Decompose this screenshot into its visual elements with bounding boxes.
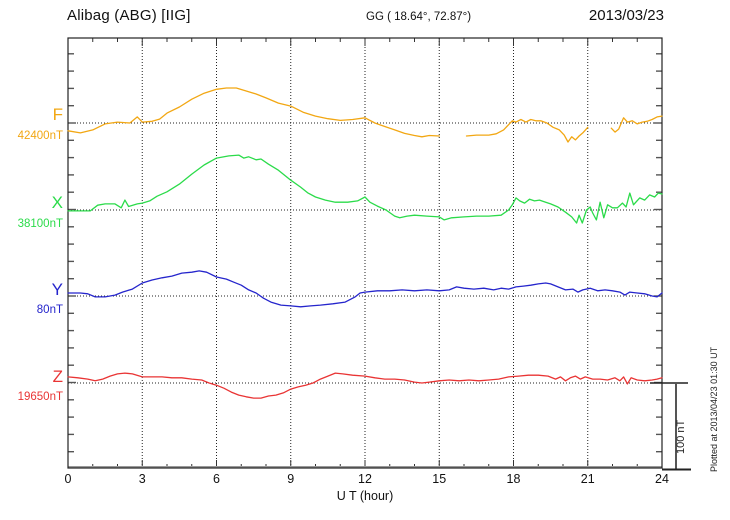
x-tick-label-18: 18 xyxy=(506,472,521,486)
station-title: Alibag (ABG) [IIG] xyxy=(67,7,191,24)
x-tick-label-0: 0 xyxy=(64,472,72,486)
x-tick-label-9: 9 xyxy=(287,472,295,486)
trace-baseline-value-F: 42400nT xyxy=(17,130,63,142)
trace-baseline-value-X: 38100nT xyxy=(17,218,63,230)
trace-Y xyxy=(67,270,663,308)
trace-label-X: X xyxy=(51,193,63,212)
x-tick-label-12: 12 xyxy=(358,472,372,486)
plotted-timestamp-note: Plotted at 2013/04/23 01:30 UT xyxy=(709,346,719,472)
trace-label-F: F xyxy=(52,105,63,124)
trace-baseline-value-Z: 19650nT xyxy=(17,391,63,403)
x-tick-label-15: 15 xyxy=(432,472,447,486)
x-tick-label-21: 21 xyxy=(580,472,595,486)
trace-baseline-value-Y: 80nT xyxy=(36,304,63,316)
scale-bar-label: 100 nT xyxy=(675,419,687,454)
trace-X xyxy=(67,154,663,224)
trace-Z xyxy=(67,372,663,399)
trace-F xyxy=(67,87,440,138)
plot-date: 2013/03/23 xyxy=(588,7,664,24)
x-tick-label-3: 3 xyxy=(138,472,146,486)
plot-border xyxy=(67,37,663,469)
x-tick-label-6: 6 xyxy=(213,472,220,486)
geographic-coordinates: GG ( 18.64°, 72.87°) xyxy=(366,11,472,23)
x-axis-tick-labels: 0 3 6 9 12 15 18 21 24 xyxy=(0,472,730,488)
x-tick-label-24: 24 xyxy=(655,472,669,486)
x-axis-label: U T (hour) xyxy=(336,489,394,503)
trace-label-Y: Y xyxy=(51,280,63,299)
trace-label-Z: Z xyxy=(52,367,63,386)
trace-F xyxy=(610,115,663,133)
trace-F xyxy=(465,118,589,143)
